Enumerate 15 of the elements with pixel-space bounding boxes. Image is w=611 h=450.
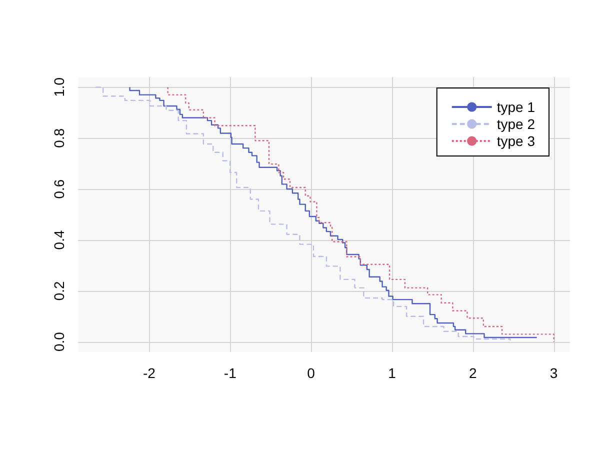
y-tick-label: 0.6 [51,179,67,199]
x-tick-label: 3 [550,365,558,381]
x-tick-label: -2 [142,365,156,381]
y-tick-label: 0.4 [51,230,67,250]
x-tick-label: 0 [307,365,316,381]
y-tick-label: 0.0 [51,332,67,352]
x-tick-label: -1 [224,365,237,381]
x-tick-label: 2 [468,365,477,381]
legend-label: type 2 [496,116,536,132]
legend-label: type 3 [496,133,536,149]
y-tick-label: 0.2 [51,280,67,301]
y-tick-label: 1.0 [51,77,67,97]
y-tick-label: 0.8 [51,128,67,148]
legend-label: type 1 [496,99,536,115]
x-tick-label: 1 [388,365,396,381]
